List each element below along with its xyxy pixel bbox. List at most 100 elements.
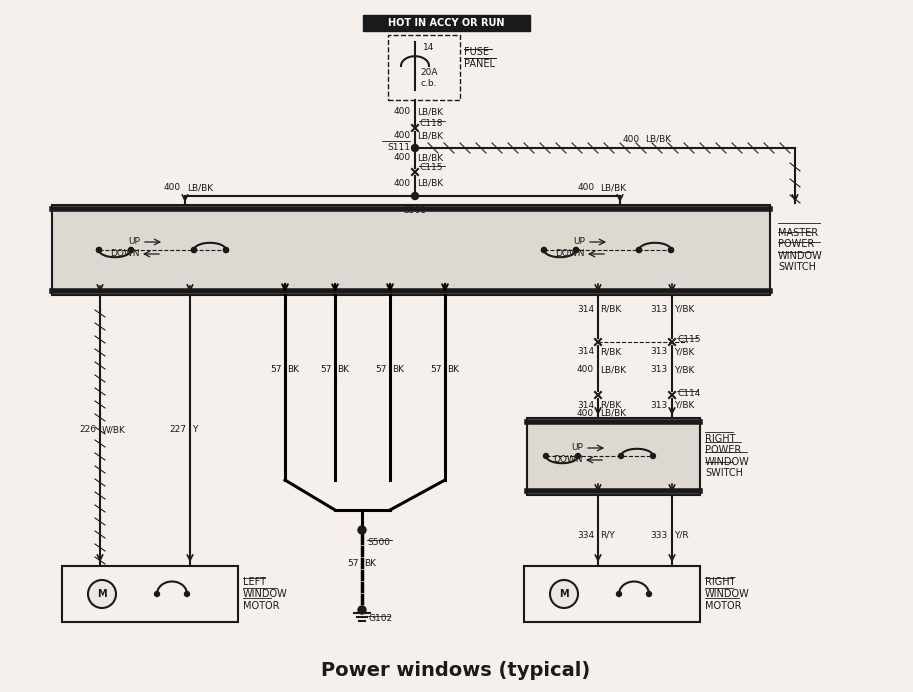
Text: C118: C118 <box>419 118 443 127</box>
Bar <box>527 418 700 495</box>
Text: Y/BK: Y/BK <box>674 365 695 374</box>
Text: LEFT
WINDOW
MOTOR: LEFT WINDOW MOTOR <box>243 577 288 610</box>
Text: 400: 400 <box>394 154 411 163</box>
Text: C114: C114 <box>677 388 700 397</box>
Text: LB/BK: LB/BK <box>417 107 443 116</box>
Circle shape <box>192 248 196 253</box>
Text: LB/BK: LB/BK <box>645 134 671 143</box>
Text: RIGHT
WINDOW
MOTOR: RIGHT WINDOW MOTOR <box>705 577 750 610</box>
Bar <box>52 205 770 295</box>
Text: C115: C115 <box>419 163 443 172</box>
Text: BK: BK <box>287 365 299 374</box>
Text: LB/BK: LB/BK <box>600 408 626 417</box>
Circle shape <box>184 592 190 597</box>
Circle shape <box>154 592 160 597</box>
Text: 57: 57 <box>270 365 282 374</box>
Text: M: M <box>559 589 569 599</box>
Circle shape <box>573 248 579 253</box>
Circle shape <box>224 248 228 253</box>
Text: 400: 400 <box>577 365 594 374</box>
Circle shape <box>646 592 652 597</box>
Circle shape <box>97 248 101 253</box>
Text: R/BK: R/BK <box>600 304 621 313</box>
Text: W/BK: W/BK <box>102 426 126 435</box>
Circle shape <box>129 248 133 253</box>
Text: 400: 400 <box>394 179 411 188</box>
Text: 400: 400 <box>163 183 181 192</box>
Text: 20A
c.b.: 20A c.b. <box>420 69 437 88</box>
Text: S111: S111 <box>387 143 410 152</box>
Text: 314: 314 <box>577 347 594 356</box>
Text: 14: 14 <box>423 42 435 51</box>
Bar <box>524 566 700 622</box>
Text: MASTER
POWER
WINDOW
SWITCH: MASTER POWER WINDOW SWITCH <box>778 228 823 273</box>
Circle shape <box>650 453 656 459</box>
Text: BK: BK <box>364 558 376 567</box>
Text: G102: G102 <box>368 614 392 623</box>
Text: 227: 227 <box>169 426 186 435</box>
Text: 57: 57 <box>320 365 332 374</box>
Text: UP: UP <box>573 237 585 246</box>
Text: LB/BK: LB/BK <box>417 179 443 188</box>
Circle shape <box>550 580 578 608</box>
Text: Y/BK: Y/BK <box>674 304 695 313</box>
Text: 57: 57 <box>348 558 359 567</box>
Text: C115: C115 <box>677 336 700 345</box>
Circle shape <box>192 248 196 253</box>
Text: 313: 313 <box>651 401 668 410</box>
Circle shape <box>412 145 418 152</box>
Circle shape <box>97 248 101 253</box>
Text: BK: BK <box>447 365 459 374</box>
Text: Y/R: Y/R <box>674 531 688 540</box>
Text: 400: 400 <box>394 131 411 140</box>
Circle shape <box>88 580 116 608</box>
Circle shape <box>618 453 624 459</box>
Text: LB/BK: LB/BK <box>600 365 626 374</box>
Bar <box>388 35 460 100</box>
Circle shape <box>636 248 642 253</box>
Text: R/BK: R/BK <box>600 347 621 356</box>
Text: LB/BK: LB/BK <box>417 131 443 140</box>
Text: 313: 313 <box>651 347 668 356</box>
Circle shape <box>543 453 549 459</box>
Circle shape <box>129 248 133 253</box>
Circle shape <box>573 248 579 253</box>
Circle shape <box>224 248 228 253</box>
Circle shape <box>541 248 547 253</box>
Text: S500: S500 <box>367 538 390 547</box>
Circle shape <box>616 592 622 597</box>
Circle shape <box>358 526 366 534</box>
Text: 57: 57 <box>375 365 387 374</box>
Text: 314: 314 <box>577 401 594 410</box>
Text: 400: 400 <box>394 107 411 116</box>
Text: RIGHT
POWER
WINDOW
SWITCH: RIGHT POWER WINDOW SWITCH <box>705 434 750 478</box>
Text: 400: 400 <box>578 183 595 192</box>
Text: 314: 314 <box>577 304 594 313</box>
Bar <box>363 15 530 31</box>
Text: FUSE
PANEL: FUSE PANEL <box>464 47 495 69</box>
Text: LB/BK: LB/BK <box>600 183 626 192</box>
Text: DOWN: DOWN <box>553 455 583 464</box>
Text: 334: 334 <box>577 531 594 540</box>
Circle shape <box>541 248 547 253</box>
Text: DOWN: DOWN <box>555 248 585 257</box>
Text: BK: BK <box>392 365 404 374</box>
Text: 226: 226 <box>79 426 96 435</box>
Circle shape <box>668 248 674 253</box>
Text: Power windows (typical): Power windows (typical) <box>321 660 591 680</box>
Text: R/BK: R/BK <box>600 401 621 410</box>
Circle shape <box>575 453 581 459</box>
Text: 400: 400 <box>623 134 640 143</box>
Circle shape <box>358 606 366 614</box>
Text: BK: BK <box>337 365 349 374</box>
Text: HOT IN ACCY OR RUN: HOT IN ACCY OR RUN <box>388 18 504 28</box>
Text: M: M <box>97 589 107 599</box>
Text: 313: 313 <box>651 304 668 313</box>
Text: 57: 57 <box>431 365 442 374</box>
Text: 313: 313 <box>651 365 668 374</box>
Circle shape <box>412 192 418 199</box>
Text: UP: UP <box>572 442 583 451</box>
Text: 400: 400 <box>577 408 594 417</box>
Text: 333: 333 <box>651 531 668 540</box>
Text: Y/BK: Y/BK <box>674 347 695 356</box>
